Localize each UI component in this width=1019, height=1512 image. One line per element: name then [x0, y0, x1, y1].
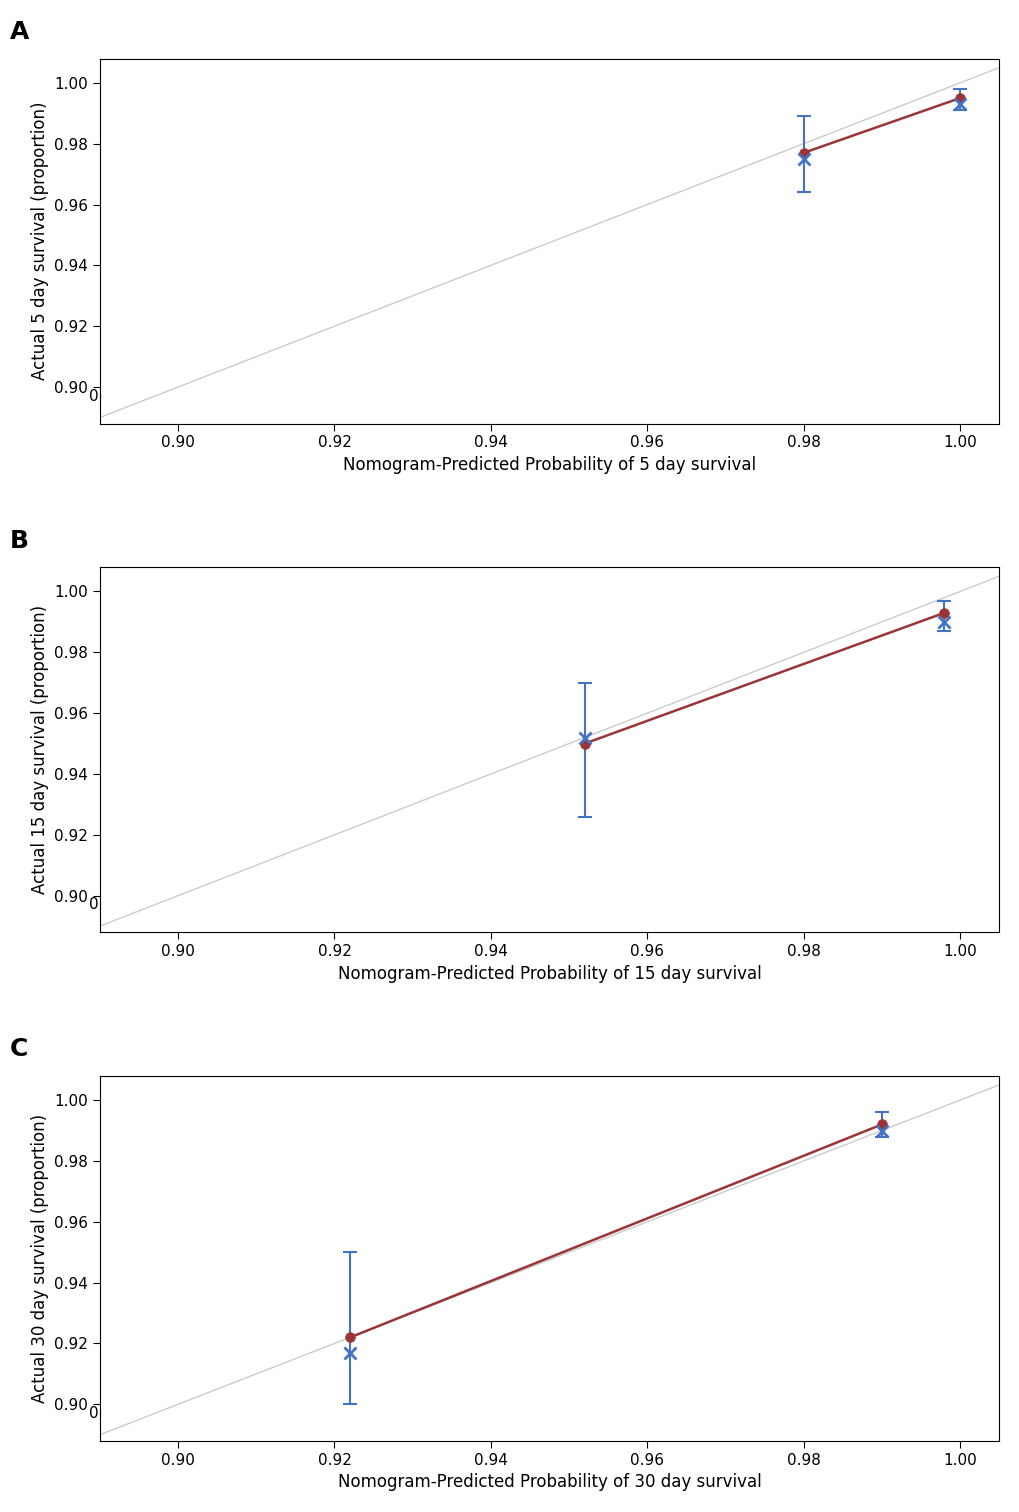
Text: 0: 0 [90, 897, 99, 912]
X-axis label: Nomogram-Predicted Probability of 5 day survival: Nomogram-Predicted Probability of 5 day … [342, 457, 755, 473]
Text: A: A [10, 20, 30, 44]
X-axis label: Nomogram-Predicted Probability of 30 day survival: Nomogram-Predicted Probability of 30 day… [337, 1473, 760, 1491]
X-axis label: Nomogram-Predicted Probability of 15 day survival: Nomogram-Predicted Probability of 15 day… [337, 965, 760, 983]
Text: B: B [10, 529, 29, 552]
Text: C: C [10, 1037, 29, 1061]
Text: 0: 0 [90, 1406, 99, 1421]
Y-axis label: Actual 5 day survival (proportion): Actual 5 day survival (proportion) [31, 101, 49, 381]
Y-axis label: Actual 30 day survival (proportion): Actual 30 day survival (proportion) [31, 1114, 49, 1403]
Y-axis label: Actual 15 day survival (proportion): Actual 15 day survival (proportion) [31, 605, 49, 894]
Text: 0: 0 [90, 389, 99, 404]
